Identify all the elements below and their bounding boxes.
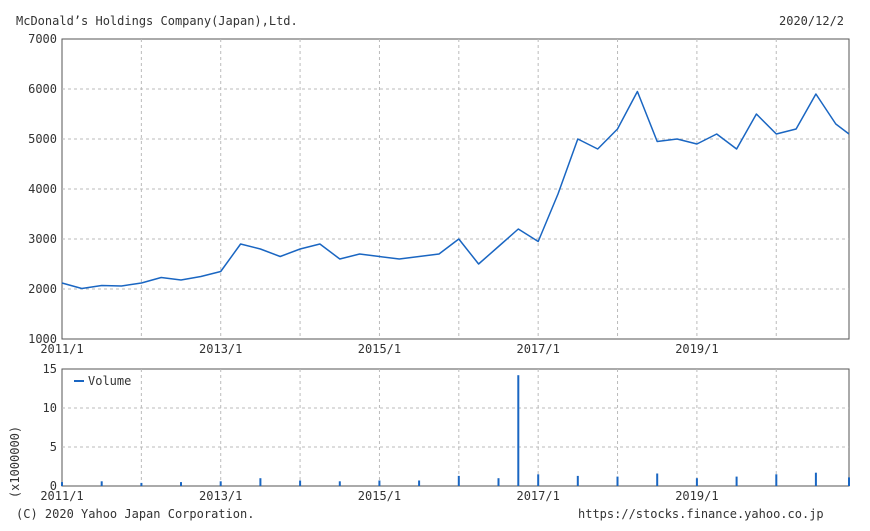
volume-bar (180, 482, 182, 486)
volume-bar (100, 481, 103, 486)
volume-bar (735, 476, 738, 486)
volume-y-tick-label: 10 (43, 401, 57, 415)
price-y-tick-label: 6000 (28, 82, 57, 96)
volume-bar (418, 480, 421, 486)
volume-ylabel: (x1000000) (8, 426, 22, 498)
volume-bar (616, 476, 619, 486)
price-x-tick-label: 2019/1 (675, 342, 718, 356)
volume-plot-area (61, 368, 850, 487)
price-x-tick-label: 2017/1 (516, 342, 559, 356)
volume-bar (457, 475, 460, 486)
volume-y-tick-label: 0 (50, 479, 57, 493)
volume-bar (775, 474, 778, 486)
volume-bar (814, 472, 817, 486)
price-y-tick-label: 5000 (28, 132, 57, 146)
volume-bar (848, 477, 850, 486)
volume-x-tick-label: 2017/1 (516, 489, 559, 503)
volume-bar (517, 375, 520, 486)
volume-bar (695, 478, 698, 486)
price-line (61, 90, 850, 290)
price-x-tick-label: 2011/1 (40, 342, 83, 356)
chart-title: McDonald’s Holdings Company(Japan),Ltd. (16, 14, 298, 28)
volume-bar (576, 475, 579, 486)
legend-volume-label: Volume (88, 374, 131, 388)
volume-bar (497, 478, 500, 486)
chart-date: 2020/12/2 (779, 14, 845, 28)
volume-bar (656, 473, 659, 486)
price-y-tick-label: 2000 (28, 282, 57, 296)
volume-x-tick-label: 2019/1 (675, 489, 718, 503)
volume-bar (378, 480, 381, 486)
source-url[interactable]: https://stocks.finance.yahoo.co.jp (578, 507, 824, 521)
volume-bar (219, 481, 222, 486)
volume-bar (140, 482, 143, 486)
copyright-text: (C) 2020 Yahoo Japan Corporation. (16, 507, 255, 521)
price-x-tick-label: 2015/1 (358, 342, 401, 356)
volume-y-tick-label: 15 (43, 362, 57, 376)
volume-bar (537, 474, 540, 486)
volume-bar (299, 480, 302, 486)
price-y-tick-label: 4000 (28, 182, 57, 196)
price-x-tick-label: 2013/1 (199, 342, 242, 356)
price-y-tick-label: 1000 (28, 332, 57, 346)
price-y-tick-label: 3000 (28, 232, 57, 246)
volume-y-tick-label: 5 (50, 440, 57, 454)
volume-bar (61, 482, 63, 486)
volume-bar (338, 481, 341, 486)
volume-x-tick-label: 2015/1 (358, 489, 401, 503)
price-y-tick-label: 7000 (28, 32, 57, 46)
volume-x-tick-label: 2013/1 (199, 489, 242, 503)
volume-x-tick-label: 2011/1 (40, 489, 83, 503)
volume-bar (259, 478, 262, 486)
